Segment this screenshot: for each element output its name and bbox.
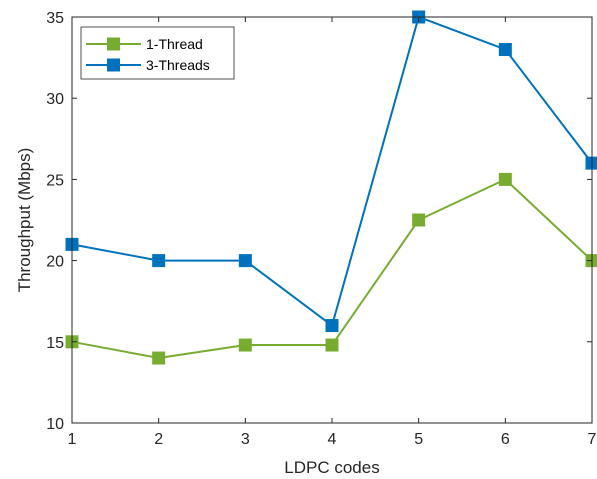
x-tick-label: 6 (501, 431, 510, 448)
x-tick-label: 4 (328, 431, 337, 448)
data-point-marker (325, 319, 339, 333)
legend-marker (107, 37, 120, 51)
data-point-marker (152, 351, 166, 365)
series-layer (65, 10, 597, 365)
legend-label: 3-Threads (146, 57, 210, 73)
y-tick-label: 15 (46, 335, 64, 352)
data-point-marker (412, 213, 426, 227)
legend-marker (107, 58, 120, 72)
y-tick-label: 20 (46, 254, 64, 271)
legend-label: 1-Thread (146, 36, 203, 52)
x-tick-label: 3 (241, 431, 250, 448)
y-tick-label: 25 (46, 172, 64, 189)
data-point-marker (152, 254, 166, 268)
y-tick-label: 35 (46, 10, 64, 27)
x-tick-label: 7 (588, 431, 597, 448)
data-point-marker (238, 254, 252, 268)
x-tick-label: 2 (154, 431, 163, 448)
x-axis-ticks: 1 2 3 4 5 6 7 (68, 17, 597, 448)
x-axis-label: LDPC codes (284, 458, 379, 477)
y-tick-label: 30 (46, 91, 64, 108)
data-point-marker (498, 42, 512, 56)
y-axis-label: Throughput (Mbps) (15, 148, 34, 293)
data-point-marker (498, 172, 512, 186)
x-tick-label: 1 (68, 431, 77, 448)
y-axis-ticks: 10 15 20 25 30 35 (46, 10, 592, 433)
legend: 1-Thread 3-Threads (80, 26, 235, 80)
data-point-marker (585, 156, 597, 170)
x-tick-label: 5 (414, 431, 423, 448)
legend-box (80, 26, 235, 80)
y-tick-label: 10 (46, 416, 64, 433)
data-point-marker (325, 338, 339, 352)
data-point-marker (238, 338, 252, 352)
